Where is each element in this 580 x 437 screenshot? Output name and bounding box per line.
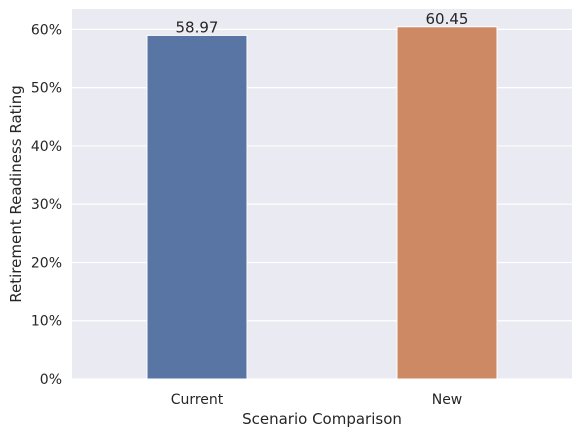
- y-tick-label: 20%: [31, 255, 62, 271]
- x-tick-labels: Current New: [171, 392, 463, 408]
- bar-new: [396, 26, 498, 380]
- y-axis-label: Retirement Readiness Rating: [7, 85, 25, 302]
- y-tick-labels: 0% 10% 20% 30% 40% 50% 60%: [31, 22, 62, 388]
- bar-current: [146, 34, 248, 380]
- x-tick-label: New: [432, 392, 463, 408]
- y-tick-label: 40%: [31, 139, 62, 155]
- data-label: 58.97: [176, 18, 219, 36]
- x-tick-label: Current: [171, 392, 224, 408]
- bars: [146, 26, 498, 380]
- data-label: 60.45: [426, 10, 469, 28]
- y-tick-label: 60%: [31, 22, 62, 38]
- y-tick-label: 0%: [40, 372, 62, 388]
- y-tick-label: 50%: [31, 81, 62, 97]
- y-tick-label: 30%: [31, 197, 62, 213]
- data-labels: 58.97 60.45: [176, 10, 469, 37]
- y-tick-label: 10%: [31, 314, 62, 330]
- x-axis-label: Scenario Comparison: [242, 410, 402, 428]
